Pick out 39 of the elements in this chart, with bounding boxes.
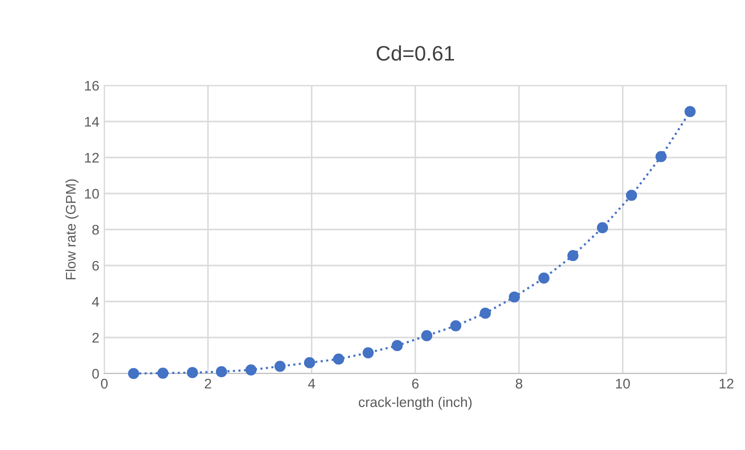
point [450, 320, 462, 332]
x-tick-label: 8 [516, 378, 522, 389]
x-tick-label: 12 [720, 378, 734, 388]
y-tick-label: 14 [85, 116, 100, 127]
x-axis-title: crack-length (inch) [358, 396, 472, 410]
point [596, 222, 608, 234]
point [304, 357, 316, 368]
x-tick-label: 4 [308, 378, 316, 388]
point [362, 347, 374, 358]
point [392, 340, 403, 352]
x-tick-label: 10 [616, 378, 630, 389]
point [684, 106, 696, 118]
point [626, 190, 638, 201]
point [157, 368, 168, 379]
y-tick-label: 6 [92, 260, 99, 271]
point [245, 364, 257, 376]
x-tick-label: 0 [100, 378, 108, 389]
point [508, 291, 520, 303]
y-tick-label: 2 [92, 332, 99, 343]
x-tick-label: 6 [412, 378, 419, 389]
point [216, 366, 228, 378]
x-tick-label: 2 [204, 378, 212, 388]
y-tick-label: 4 [92, 296, 100, 307]
point [128, 368, 140, 380]
point [274, 360, 286, 372]
y-tick-label: 16 [85, 80, 99, 91]
chart-title: Cd=0.61 [376, 45, 454, 61]
point [480, 308, 491, 319]
point [186, 367, 198, 378]
y-tick-label: 0 [92, 368, 99, 379]
point [567, 250, 578, 262]
y-tick-label: 8 [92, 224, 99, 235]
point [421, 330, 432, 342]
point [656, 151, 667, 162]
y-tick-label: 12 [85, 152, 99, 163]
point [538, 272, 550, 284]
point [333, 354, 344, 365]
y-axis-title: Flow rate (GPM) [65, 179, 78, 280]
y-tick-label: 10 [85, 188, 99, 199]
